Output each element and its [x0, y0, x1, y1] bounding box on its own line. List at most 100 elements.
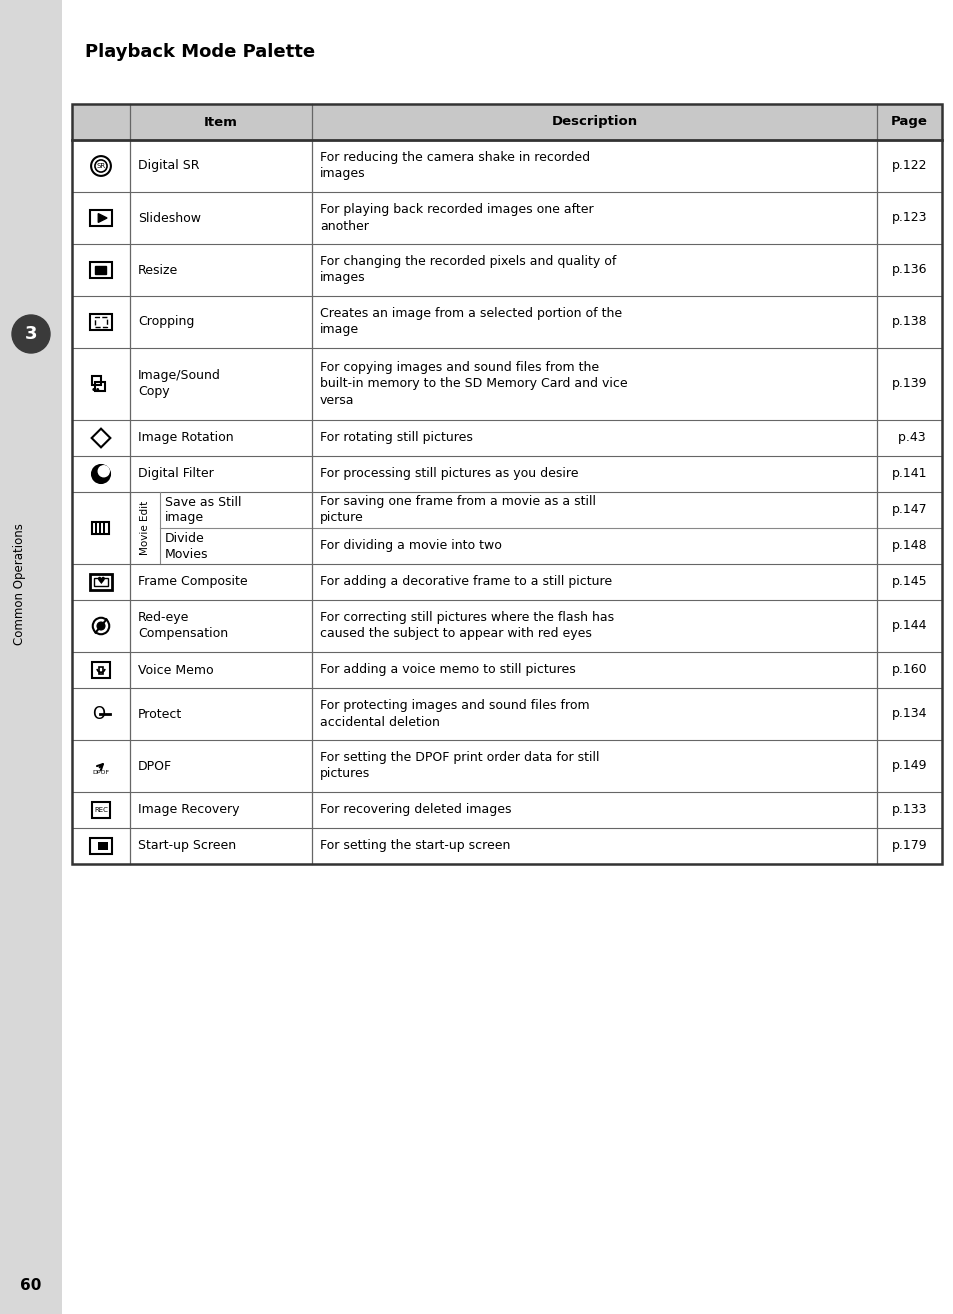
Bar: [71, 792, 941, 828]
Text: Divide
Movies: Divide Movies: [165, 531, 209, 561]
Bar: [90, 838, 112, 854]
Bar: [94, 578, 108, 586]
Bar: [97, 841, 108, 850]
Bar: [71, 689, 941, 740]
Text: p.148: p.148: [891, 540, 926, 552]
Bar: [90, 574, 112, 590]
Bar: [91, 662, 111, 678]
Text: Protect: Protect: [138, 707, 182, 720]
Text: Digital SR: Digital SR: [138, 159, 199, 172]
Circle shape: [91, 465, 111, 484]
Bar: [71, 828, 941, 865]
Text: p.138: p.138: [891, 315, 926, 328]
Text: p.147: p.147: [891, 503, 926, 516]
Circle shape: [12, 315, 50, 353]
Bar: [71, 740, 941, 792]
Text: For playing back recorded images one after
another: For playing back recorded images one aft…: [319, 204, 593, 233]
Bar: [103, 523, 106, 533]
Text: Digital Filter: Digital Filter: [138, 468, 213, 481]
Text: Playback Mode Palette: Playback Mode Palette: [85, 43, 314, 60]
Text: Page: Page: [890, 116, 927, 129]
Text: For adding a decorative frame to a still picture: For adding a decorative frame to a still…: [319, 576, 612, 589]
Bar: [95, 382, 105, 392]
Text: p.136: p.136: [891, 264, 926, 276]
Text: For setting the start-up screen: For setting the start-up screen: [319, 840, 510, 853]
Text: p.160: p.160: [891, 664, 926, 677]
Text: For processing still pictures as you desire: For processing still pictures as you des…: [319, 468, 578, 481]
Text: Item: Item: [204, 116, 237, 129]
Text: For protecting images and sound files from
accidental deletion: For protecting images and sound files fr…: [319, 699, 589, 728]
Text: Image/Sound
Copy: Image/Sound Copy: [138, 369, 221, 398]
Text: For rotating still pictures: For rotating still pictures: [319, 431, 473, 444]
Bar: [71, 491, 941, 528]
Bar: [95, 317, 107, 327]
Text: O: O: [92, 706, 105, 723]
Text: Image Rotation: Image Rotation: [138, 431, 233, 444]
Text: Voice Memo: Voice Memo: [138, 664, 213, 677]
Text: Common Operations: Common Operations: [13, 523, 27, 645]
Bar: [92, 522, 110, 533]
Bar: [71, 528, 941, 564]
Bar: [90, 210, 112, 226]
Text: p.149: p.149: [891, 759, 926, 773]
Text: REC: REC: [94, 807, 108, 813]
Bar: [71, 192, 941, 244]
Text: 3: 3: [25, 325, 37, 343]
Bar: [71, 104, 941, 865]
Bar: [71, 456, 941, 491]
Text: p.139: p.139: [891, 377, 926, 390]
Text: Save as Still
image: Save as Still image: [165, 495, 241, 524]
Text: Image Recovery: Image Recovery: [138, 803, 239, 816]
Bar: [95, 523, 97, 533]
Text: 60: 60: [20, 1279, 42, 1293]
Bar: [71, 348, 941, 420]
Text: For copying images and sound files from the
built-in memory to the SD Memory Car: For copying images and sound files from …: [319, 361, 627, 406]
Bar: [91, 376, 101, 385]
Bar: [99, 666, 103, 674]
Circle shape: [97, 622, 105, 629]
Text: p.133: p.133: [891, 803, 926, 816]
Text: Creates an image from a selected portion of the
image: Creates an image from a selected portion…: [319, 307, 621, 336]
Bar: [71, 652, 941, 689]
Bar: [71, 600, 941, 652]
Text: SR: SR: [96, 163, 106, 170]
Text: Red-eye
Compensation: Red-eye Compensation: [138, 611, 228, 640]
Text: Slideshow: Slideshow: [138, 212, 201, 225]
Circle shape: [98, 465, 110, 477]
Text: For correcting still pictures where the flash has
caused the subject to appear w: For correcting still pictures where the …: [319, 611, 614, 640]
Polygon shape: [98, 214, 107, 222]
Text: p.122: p.122: [891, 159, 926, 172]
Bar: [90, 261, 112, 279]
Text: For recovering deleted images: For recovering deleted images: [319, 803, 511, 816]
Text: Resize: Resize: [138, 264, 178, 276]
Bar: [71, 491, 941, 528]
Bar: [71, 564, 941, 600]
Text: For setting the DPOF print order data for still
pictures: For setting the DPOF print order data fo…: [319, 752, 598, 781]
Text: ♥: ♥: [96, 577, 105, 586]
Text: DPOF: DPOF: [138, 759, 172, 773]
Text: For adding a voice memo to still pictures: For adding a voice memo to still picture…: [319, 664, 576, 677]
Text: p.43: p.43: [893, 431, 924, 444]
Circle shape: [96, 388, 99, 392]
Text: For dividing a movie into two: For dividing a movie into two: [319, 540, 501, 552]
Bar: [71, 296, 941, 348]
Bar: [71, 141, 941, 192]
Text: p.179: p.179: [891, 840, 926, 853]
Text: DPOF: DPOF: [92, 770, 110, 775]
Bar: [71, 420, 941, 456]
Text: Start-up Screen: Start-up Screen: [138, 840, 236, 853]
Text: For changing the recorded pixels and quality of
images: For changing the recorded pixels and qua…: [319, 255, 616, 285]
Text: Description: Description: [551, 116, 637, 129]
Bar: [95, 265, 107, 275]
Text: p.123: p.123: [891, 212, 926, 225]
Text: For saving one frame from a movie as a still
picture: For saving one frame from a movie as a s…: [319, 495, 596, 524]
Text: Cropping: Cropping: [138, 315, 194, 328]
Text: p.141: p.141: [891, 468, 926, 481]
Bar: [0, 0, 62, 1314]
Bar: [99, 523, 101, 533]
Bar: [71, 244, 941, 296]
Text: p.145: p.145: [891, 576, 926, 589]
Text: Frame Composite: Frame Composite: [138, 576, 248, 589]
Circle shape: [92, 388, 95, 392]
Bar: [71, 104, 941, 141]
